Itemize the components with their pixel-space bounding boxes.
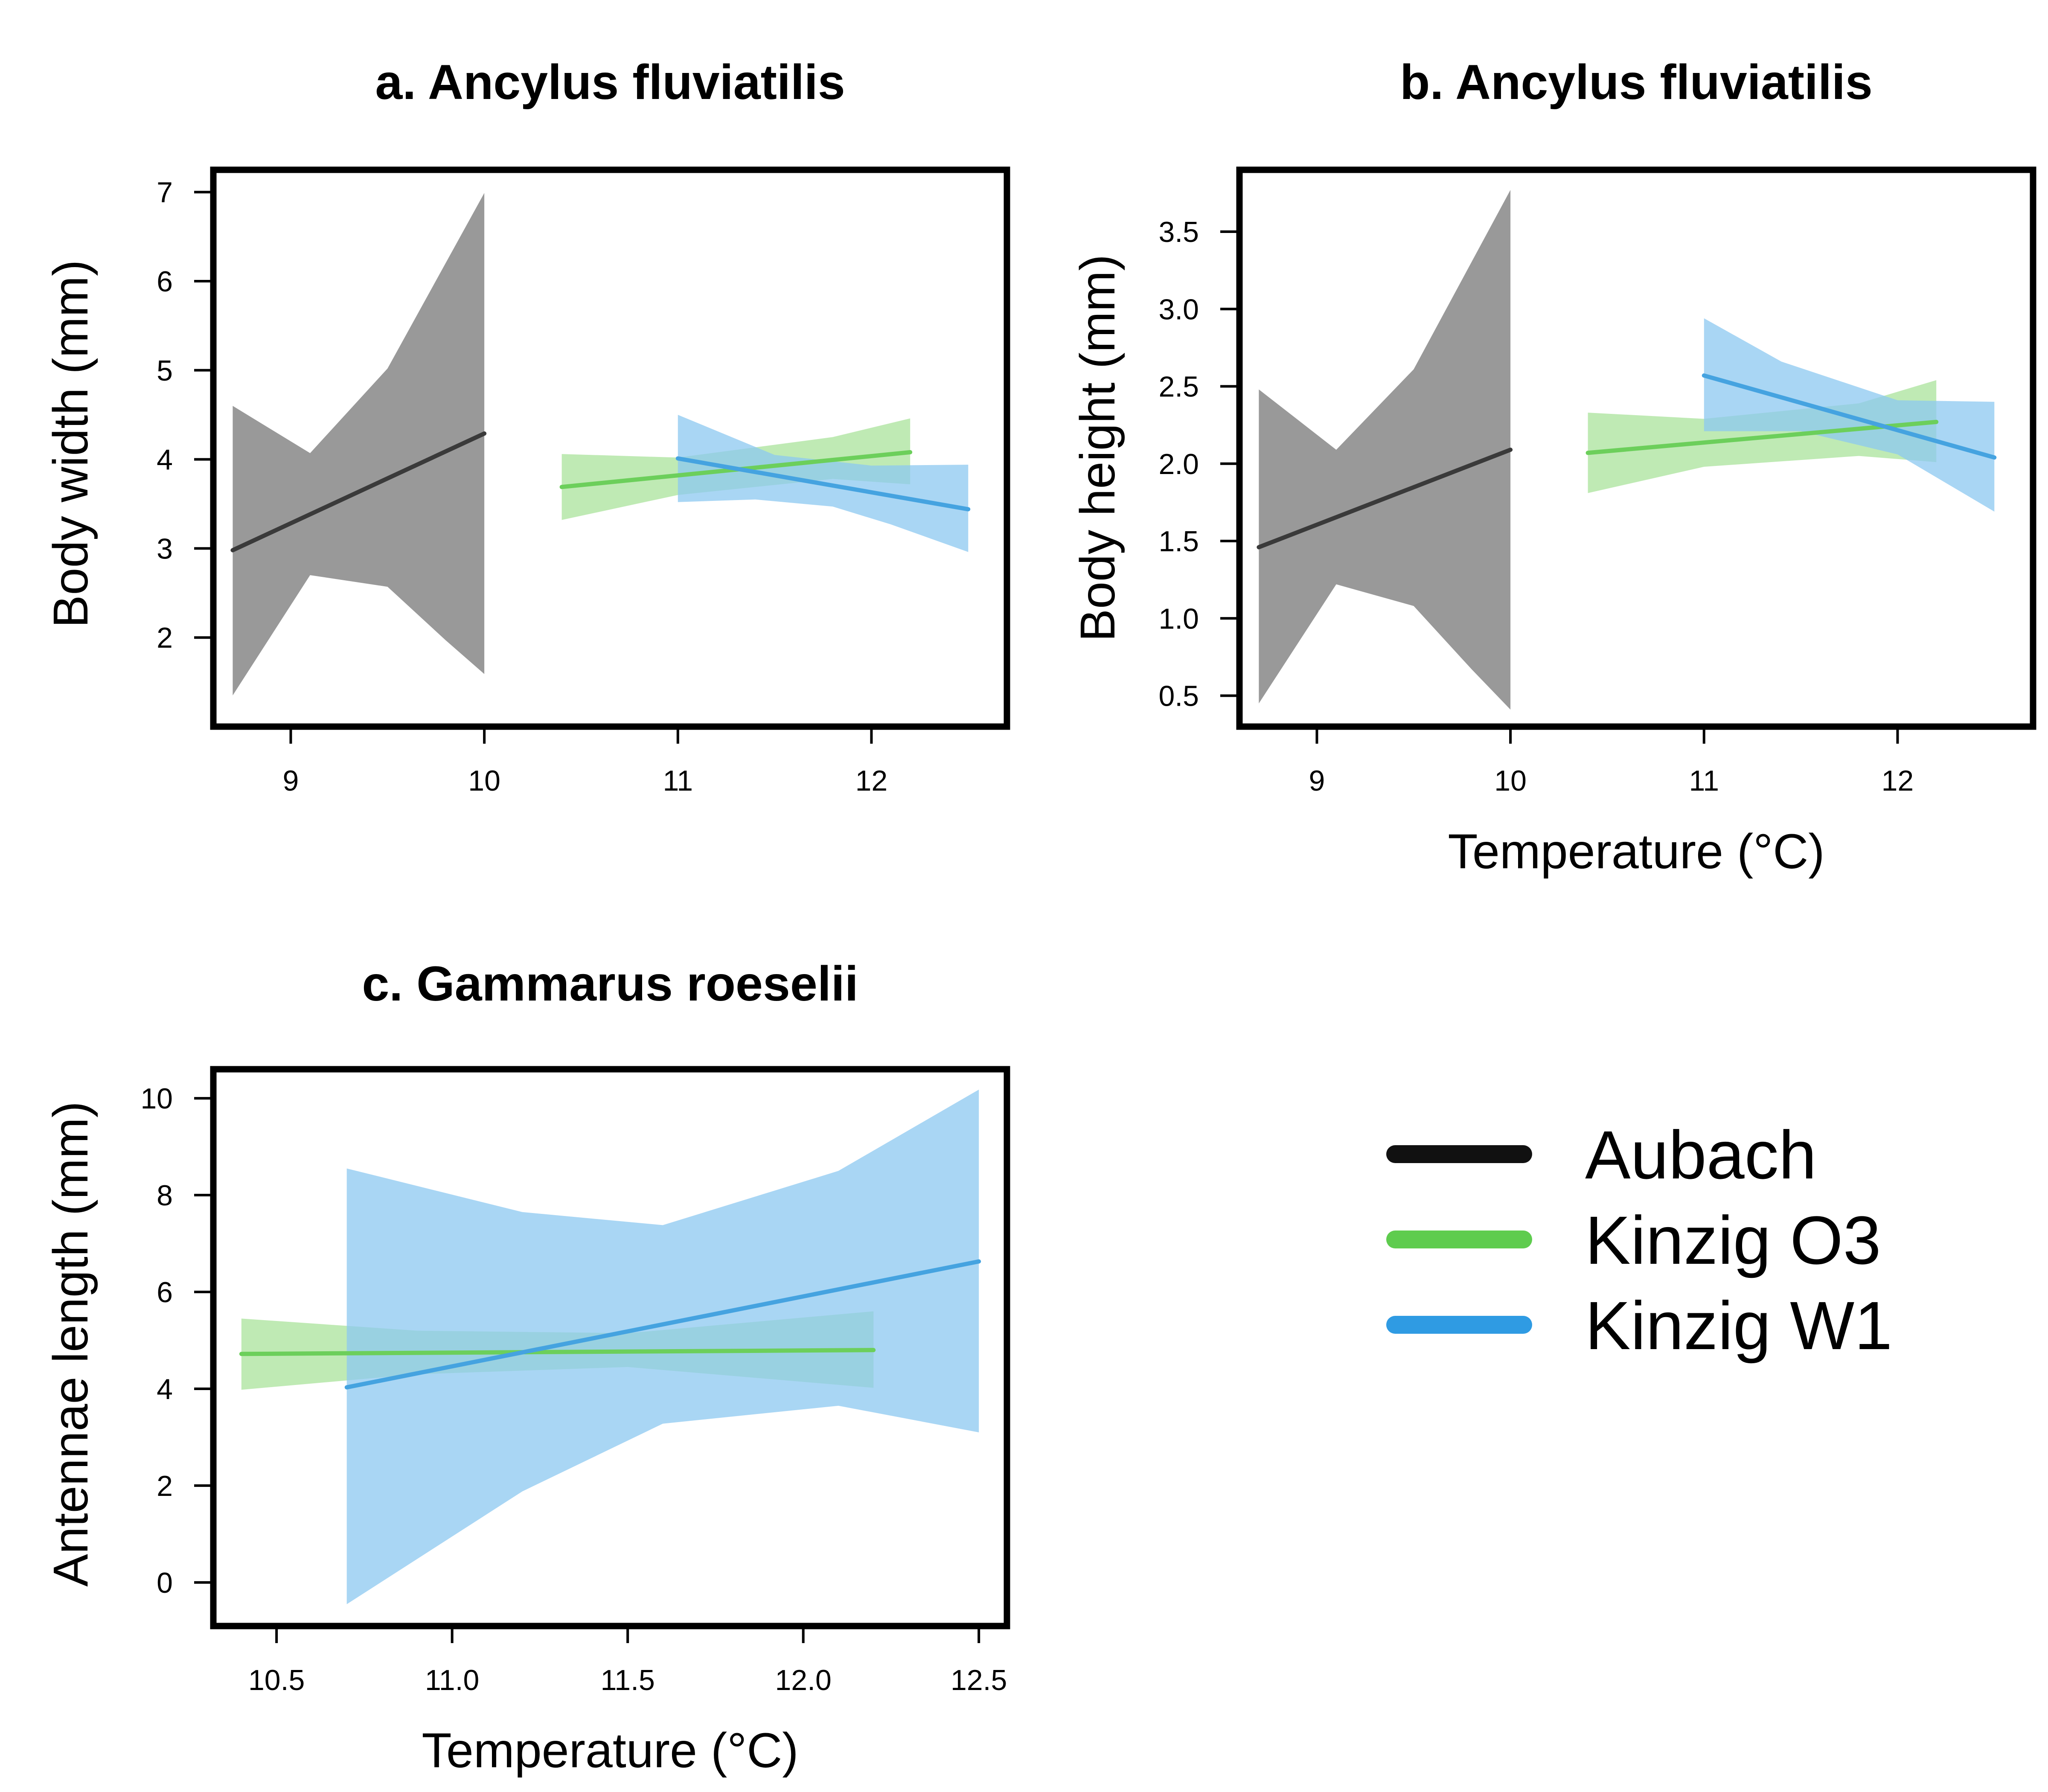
y-tick-label: 3.5 bbox=[1158, 216, 1199, 248]
x-tick-label: 11.0 bbox=[425, 1664, 479, 1696]
x-tick-label: 11 bbox=[1689, 765, 1719, 797]
trend-line-aubach bbox=[230, 431, 487, 553]
trend-line-kinzig-w1 bbox=[1702, 373, 1997, 460]
legend: Aubach Kinzig O3 Kinzig W1 bbox=[1386, 1117, 1892, 1364]
y-tick-label: 3 bbox=[157, 532, 173, 565]
panel-b-ylabel: Body height (mm) bbox=[1071, 254, 1125, 642]
y-tick-label: 2 bbox=[157, 622, 173, 654]
panel-a: a. Ancylus fluviatilis Body width (mm) 9… bbox=[44, 55, 1010, 797]
x-tick-label: 10.5 bbox=[248, 1664, 305, 1696]
y-tick-label: 8 bbox=[157, 1179, 173, 1212]
y-tick-label: 4 bbox=[157, 1373, 173, 1405]
panel-c-title: c. Gammarus roeselii bbox=[362, 957, 858, 1011]
trend-line-kinzig-o3 bbox=[239, 1348, 876, 1356]
y-tick-label: 0 bbox=[157, 1567, 173, 1599]
y-tick-label: 6 bbox=[157, 1276, 173, 1309]
panel-b-lines bbox=[1257, 373, 1997, 550]
y-tick-label: 4 bbox=[157, 444, 173, 476]
y-tick-label: 3.0 bbox=[1158, 293, 1199, 326]
legend-label-kinzig-w1: Kinzig W1 bbox=[1585, 1287, 1892, 1364]
x-tick-label: 12 bbox=[855, 765, 888, 797]
panel-c-lines bbox=[239, 1259, 981, 1390]
panel-c-xlabel: Temperature (°C) bbox=[422, 1723, 798, 1778]
panel-a-title: a. Ancylus fluviatilis bbox=[375, 55, 845, 110]
x-tick-label: 10 bbox=[468, 765, 500, 797]
y-tick-label: 2.0 bbox=[1158, 448, 1199, 480]
y-tick-label: 2.5 bbox=[1158, 371, 1199, 403]
panel-b: b. Ancylus fluviatilis Body height (mm) … bbox=[1071, 55, 2036, 879]
y-tick-label: 2 bbox=[157, 1470, 173, 1502]
panel-c-frame bbox=[210, 1066, 1010, 1629]
y-tick-label: 6 bbox=[157, 265, 173, 298]
legend-label-kinzig-o3: Kinzig O3 bbox=[1585, 1202, 1881, 1278]
trend-line-aubach bbox=[1257, 448, 1513, 550]
panel-c-bands bbox=[241, 1089, 979, 1604]
x-tick-label: 11 bbox=[663, 765, 693, 797]
panel-b-xlabel: Temperature (°C) bbox=[1448, 824, 1824, 879]
trend-line-kinzig-o3 bbox=[1585, 419, 1939, 455]
x-tick-label: 9 bbox=[1309, 765, 1325, 797]
panel-c: c. Gammarus roeselii Antennae length (mm… bbox=[44, 957, 1010, 1778]
y-tick-label: 0.5 bbox=[1158, 680, 1199, 713]
x-tick-label: 10 bbox=[1494, 765, 1527, 797]
y-tick-label: 10 bbox=[140, 1082, 173, 1115]
x-tick-label: 12 bbox=[1882, 765, 1914, 797]
x-tick-label: 12.5 bbox=[951, 1664, 1007, 1696]
x-tick-label: 9 bbox=[283, 765, 299, 797]
panel-a-ylabel: Body width (mm) bbox=[44, 260, 98, 628]
y-tick-label: 5 bbox=[157, 355, 173, 387]
panel-b-title: b. Ancylus fluviatilis bbox=[1400, 55, 1873, 110]
x-tick-label: 12.0 bbox=[775, 1664, 831, 1696]
ci-band-kinzig-w1 bbox=[346, 1089, 979, 1604]
x-tick-label: 11.5 bbox=[600, 1664, 655, 1696]
y-tick-label: 1.0 bbox=[1158, 602, 1199, 635]
panel-a-lines bbox=[230, 431, 971, 553]
panel-a-bands bbox=[233, 193, 969, 695]
y-tick-label: 1.5 bbox=[1158, 525, 1199, 558]
trend-line-kinzig-w1 bbox=[675, 456, 971, 512]
ci-band-aubach bbox=[233, 193, 485, 695]
trend-line-kinzig-w1 bbox=[344, 1259, 981, 1390]
panel-c-ylabel: Antennae length (mm) bbox=[44, 1101, 98, 1587]
y-tick-label: 7 bbox=[157, 176, 173, 209]
legend-label-aubach: Aubach bbox=[1585, 1117, 1817, 1193]
ci-band-aubach bbox=[1259, 190, 1511, 710]
panel-b-frame bbox=[1236, 166, 2036, 730]
panel-a-frame bbox=[210, 166, 1010, 730]
